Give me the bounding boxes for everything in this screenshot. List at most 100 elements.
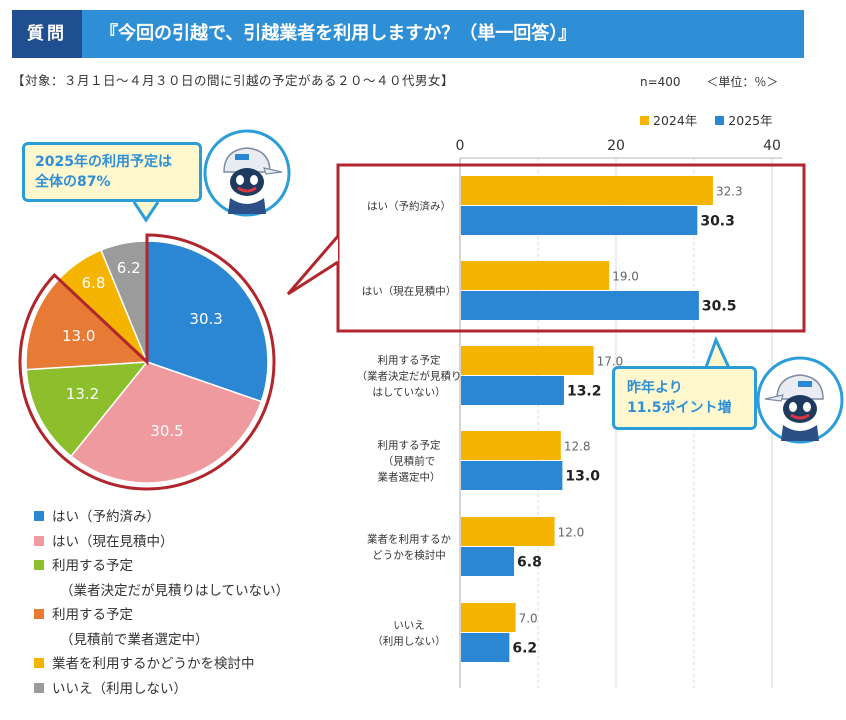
pie-value-label: 30.3	[189, 309, 223, 328]
category-label: はい（予約済み）	[367, 200, 451, 213]
bar-2025	[461, 376, 564, 405]
bar-2024	[461, 261, 610, 290]
pie-legend-label: （見積前で業者選定中）	[60, 631, 209, 648]
bar-2025-value: 13.2	[567, 384, 602, 400]
bar-2025	[461, 206, 698, 235]
legend-2025-label: 2025年	[728, 113, 773, 128]
pie-legend-label: はい（現在見積中）	[52, 533, 174, 550]
bar-2025-value: 30.5	[702, 299, 737, 315]
bar-2024	[461, 517, 555, 546]
callout-increase-tail	[703, 336, 732, 371]
bar-2024-value: 32.3	[716, 185, 743, 199]
pie-legend: はい（予約済み） はい（現在見積中） 利用する予定 （業者決定だが見積りはしていない）…	[34, 508, 289, 704]
callout-increase: 昨年より 11.5ポイント増	[612, 366, 757, 430]
bar-2024-value: 12.0	[558, 526, 585, 540]
pie-value-label: 6.2	[116, 259, 141, 278]
callout-increase-line1: 昨年より	[627, 380, 683, 396]
category-label: どうかを検討中	[372, 549, 446, 562]
question-text: 『今回の引越で、引越業者を利用しますか？（単一回答）』	[100, 23, 577, 44]
bar-legend: 2024年 2025年	[640, 110, 787, 129]
pie-value-label: 13.2	[65, 385, 100, 404]
category-label: （見積前で	[383, 455, 436, 468]
mascot-mover-icon-2	[756, 356, 844, 444]
highlight-pointer	[286, 235, 340, 296]
bar-2025	[461, 633, 510, 662]
bar-2024-value: 19.0	[612, 270, 639, 284]
unit-label: ＜単位：％＞	[706, 75, 779, 89]
x-tick-label: 40	[763, 138, 781, 154]
bar-2025	[461, 291, 699, 320]
question-header: 質問 『今回の引越で、引越業者を利用しますか？（単一回答）』	[12, 10, 804, 58]
bar-2024	[461, 431, 561, 460]
pie-value-label: 6.8	[81, 274, 106, 293]
pie-value-label: 30.5	[150, 421, 184, 440]
bar-2024	[461, 176, 713, 205]
pie-legend-item-sub: （見積前で業者選定中）	[34, 631, 289, 656]
callout-total-tail	[132, 201, 160, 223]
category-label: 業者選定中）	[378, 471, 441, 484]
mascot-mover-icon	[203, 129, 291, 217]
x-tick-label: 0	[456, 138, 465, 154]
pie-legend-item: いいえ（利用しない）	[34, 680, 289, 705]
pie-slice-estimating	[69, 361, 263, 484]
pie-legend-label: はい（予約済み）	[52, 509, 160, 525]
bar-2024	[461, 346, 594, 375]
x-tick-label: 20	[607, 138, 625, 154]
pie-slice-selecting	[25, 278, 149, 371]
pie-legend-item: はい（予約済み）	[34, 508, 289, 533]
callout-increase-line2: 11.5ポイント増	[627, 400, 732, 416]
legend-2024-label: 2024年	[653, 113, 698, 128]
question-tag: 質問	[12, 10, 82, 58]
pie-legend-label: 業者を利用するかどうかを検討中	[52, 656, 255, 672]
legend-2025: 2025年	[715, 110, 773, 129]
bar-2025-value: 13.0	[565, 469, 600, 485]
pie-legend-swatch	[34, 511, 44, 521]
bar-2024-value: 12.8	[564, 440, 591, 454]
pie-legend-label: 利用する予定	[52, 558, 133, 574]
survey-subject: 【対象：３月１日～４月３０日の間に引越の予定がある２０～４０代男女】	[12, 73, 455, 88]
callout-total-2025: 2025年の利用予定は 全体の87%	[22, 142, 202, 202]
pie-highlight-outline	[18, 233, 276, 491]
pie-legend-item: はい（現在見積中）	[34, 533, 289, 558]
category-label: （利用しない）	[372, 636, 446, 648]
sample-meta: n=400 ＜単位：％＞	[640, 73, 778, 90]
pie-legend-item: 業者を利用するかどうかを検討中	[34, 655, 289, 680]
category-label: いいえ	[393, 620, 425, 632]
pie-value-label: 13.0	[61, 327, 96, 346]
bar-2025-value: 6.8	[517, 555, 542, 571]
pie-legend-swatch	[34, 560, 44, 570]
pie-slice-reserved	[146, 240, 269, 403]
pie-legend-label: 利用する予定	[52, 607, 133, 623]
pie-legend-swatch	[34, 658, 44, 668]
category-label: 利用する予定	[378, 354, 441, 367]
legend-2025-swatch	[715, 116, 725, 125]
bar-2025-value: 6.2	[512, 641, 537, 657]
pie-slice-decided	[25, 361, 149, 458]
category-label: はしていない）	[372, 387, 445, 399]
bar-2025	[461, 547, 515, 576]
bar-2024-value: 7.0	[519, 612, 538, 626]
callout-total-line1: 2025年の利用予定は	[35, 154, 172, 170]
pie-legend-item: 利用する予定	[34, 557, 289, 582]
bar-2025-value: 30.3	[700, 214, 735, 230]
category-label: 利用する予定	[378, 439, 441, 452]
sample-size: n=400	[640, 75, 681, 89]
pie-legend-item-sub: （業者決定だが見積りはしていない）	[34, 582, 289, 607]
legend-2024-swatch	[640, 116, 649, 125]
pie-legend-swatch	[34, 682, 44, 693]
pie-legend-swatch	[34, 535, 44, 546]
bar-2024-value: 17.0	[597, 355, 624, 369]
legend-2024: 2024年	[640, 110, 697, 129]
callout-total-line2: 全体の87%	[35, 174, 111, 190]
category-label: はい（現在見積中）	[362, 285, 457, 298]
pie-legend-swatch	[34, 609, 44, 619]
pie-legend-item: 利用する予定	[34, 606, 289, 631]
pie-legend-label: いいえ（利用しない）	[52, 680, 187, 697]
bar-2024	[461, 603, 516, 632]
category-label: （業者決定だが見積り	[357, 370, 462, 383]
category-label: 業者を利用するか	[367, 533, 451, 546]
pie-legend-label: （業者決定だが見積りはしていない）	[60, 582, 290, 599]
bar-2025	[461, 461, 563, 490]
